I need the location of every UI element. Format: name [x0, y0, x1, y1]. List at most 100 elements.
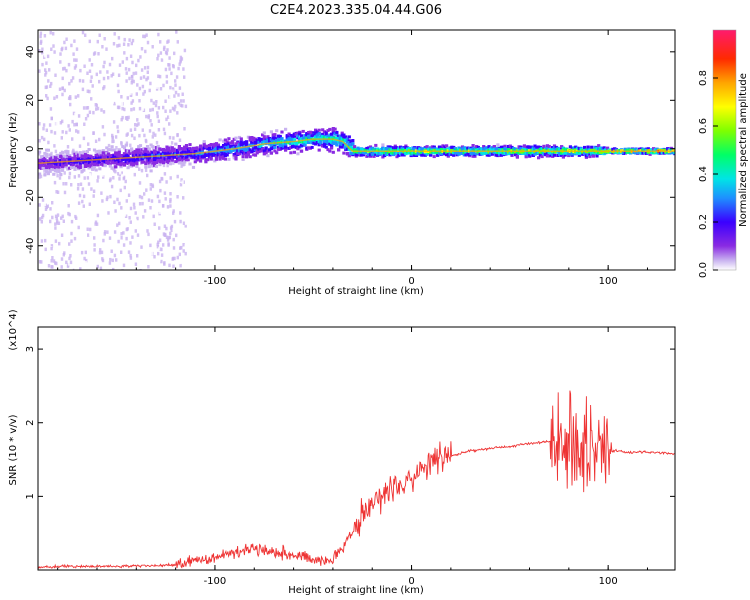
spectrogram-noise-cell [172, 228, 175, 232]
spectrogram-cell [122, 154, 127, 158]
spectrogram-cell [191, 165, 196, 169]
spectrogram-cell [345, 140, 350, 144]
spectrogram-noise-cell [158, 179, 162, 184]
spectrogram-cell [391, 151, 396, 155]
spectrogram-noise-cell [122, 235, 126, 240]
spectrogram-cell [264, 146, 268, 150]
spectrogram-noise-cell [116, 125, 119, 129]
spectrogram-noise-cell [163, 191, 167, 195]
spectrogram-cell [257, 145, 261, 149]
spectrogram-noise-cell [184, 104, 188, 109]
spectrogram-cell [222, 144, 226, 147]
spectrogram-cell [322, 140, 327, 144]
spectrogram-cell [223, 142, 227, 146]
spectrogram-cell [671, 147, 675, 151]
spectrogram-cell [347, 154, 351, 158]
spectrogram-cell [618, 150, 622, 154]
spectrogram-noise-cell [77, 225, 80, 230]
spectrogram-noise-cell [98, 228, 101, 232]
spectrogram-noise-cell [60, 265, 63, 269]
spectrogram-noise-cell [96, 264, 99, 269]
spectrogram-cell [556, 154, 560, 157]
spectrogram-noise-cell [68, 212, 71, 217]
spectrogram-cell [344, 139, 348, 143]
spectrogram-cell [468, 147, 472, 151]
spectrogram-cell [46, 171, 50, 175]
spectrogram-noise-cell [166, 238, 170, 242]
spectrogram-cell [383, 151, 387, 155]
spectrogram-cell [195, 150, 199, 153]
spectrogram-noise-cell [120, 102, 124, 106]
spectrogram-cell [220, 145, 224, 149]
spectrogram-cell [188, 162, 192, 166]
spectrogram-noise-cell [77, 201, 81, 205]
spectrogram-noise-cell [68, 256, 71, 261]
spectrogram-cell [257, 137, 261, 141]
spectrogram-cell [161, 157, 166, 161]
spectrogram-noise-cell [152, 264, 155, 268]
spectrogram-cell [374, 150, 378, 154]
spectrogram-cell [66, 158, 70, 162]
spectrogram-noise-cell [77, 114, 81, 118]
spectrogram-noise-cell [82, 204, 85, 208]
spectrogram-noise-cell [162, 55, 166, 59]
spectrogram-cell [191, 146, 196, 150]
spectrogram-cell [188, 143, 192, 147]
spectrogram-noise-cell [108, 261, 112, 265]
spectrogram-noise-cell [52, 44, 55, 48]
spectrogram-noise-cell [153, 222, 156, 226]
spectrogram-cell [225, 146, 229, 150]
spectrogram-cell [188, 147, 192, 150]
spectrogram-cell [338, 135, 342, 138]
spectrogram-noise-cell [170, 71, 173, 76]
spectrogram-cell [69, 166, 74, 169]
spectrogram-noise-cell [81, 199, 84, 204]
spectrogram-cell [66, 150, 70, 154]
spectrogram-noise-cell [71, 137, 74, 141]
spectrogram-cell [165, 145, 169, 149]
spectrogram-noise-cell [102, 175, 105, 179]
spectrogram-cell [266, 154, 270, 158]
spectrogram-noise-cell [173, 51, 176, 56]
spectrogram-noise-cell [49, 84, 52, 88]
spectrogram-noise-cell [155, 85, 158, 89]
spectrogram-noise-cell [69, 254, 72, 258]
spectrogram-cell [365, 154, 369, 158]
spectrogram-noise-cell [169, 199, 172, 204]
spectrogram-noise-cell [67, 62, 71, 67]
spectrogram-cell [193, 146, 197, 150]
spectrogram-cell [45, 148, 49, 152]
spectrogram-noise-cell [136, 233, 140, 237]
spectrogram-cell [184, 158, 189, 162]
spectrogram-noise-cell [41, 62, 44, 67]
spectrogram-noise-cell [179, 60, 182, 64]
spectrogram-cell [437, 152, 442, 156]
spectrogram-cell [268, 139, 272, 143]
spectrogram-cell [160, 156, 164, 160]
spectrogram-cell [87, 160, 91, 164]
spectrogram-noise-cell [64, 114, 67, 118]
spectrogram-cell [331, 127, 335, 130]
spectrogram-cell [342, 143, 346, 147]
spectrogram-cell [236, 149, 240, 153]
spectrogram-cell [61, 151, 65, 155]
spectrogram-noise-cell [130, 133, 134, 138]
spectrogram-noise-cell [88, 39, 91, 44]
colorbar-gradient [713, 30, 736, 270]
spectrogram-cell [289, 142, 293, 146]
spectrogram-cell [222, 139, 226, 143]
spectrogram-cell [130, 159, 134, 163]
spectrogram-noise-cell [84, 33, 87, 37]
spectrogram-cell [89, 157, 93, 161]
spectrogram-cell [584, 151, 588, 155]
spectrogram-cell [556, 150, 560, 154]
spectrogram-noise-cell [129, 128, 133, 132]
spectrogram-noise-cell [46, 54, 50, 59]
spectrogram-cell [577, 152, 581, 155]
spectrogram-cell [322, 142, 327, 146]
spectrogram-noise-cell [172, 136, 175, 140]
spectrogram-cell [345, 152, 350, 156]
spectrogram-cell [183, 148, 187, 152]
spectrogram-noise-cell [125, 56, 129, 61]
spectrogram-noise-cell [121, 110, 124, 115]
